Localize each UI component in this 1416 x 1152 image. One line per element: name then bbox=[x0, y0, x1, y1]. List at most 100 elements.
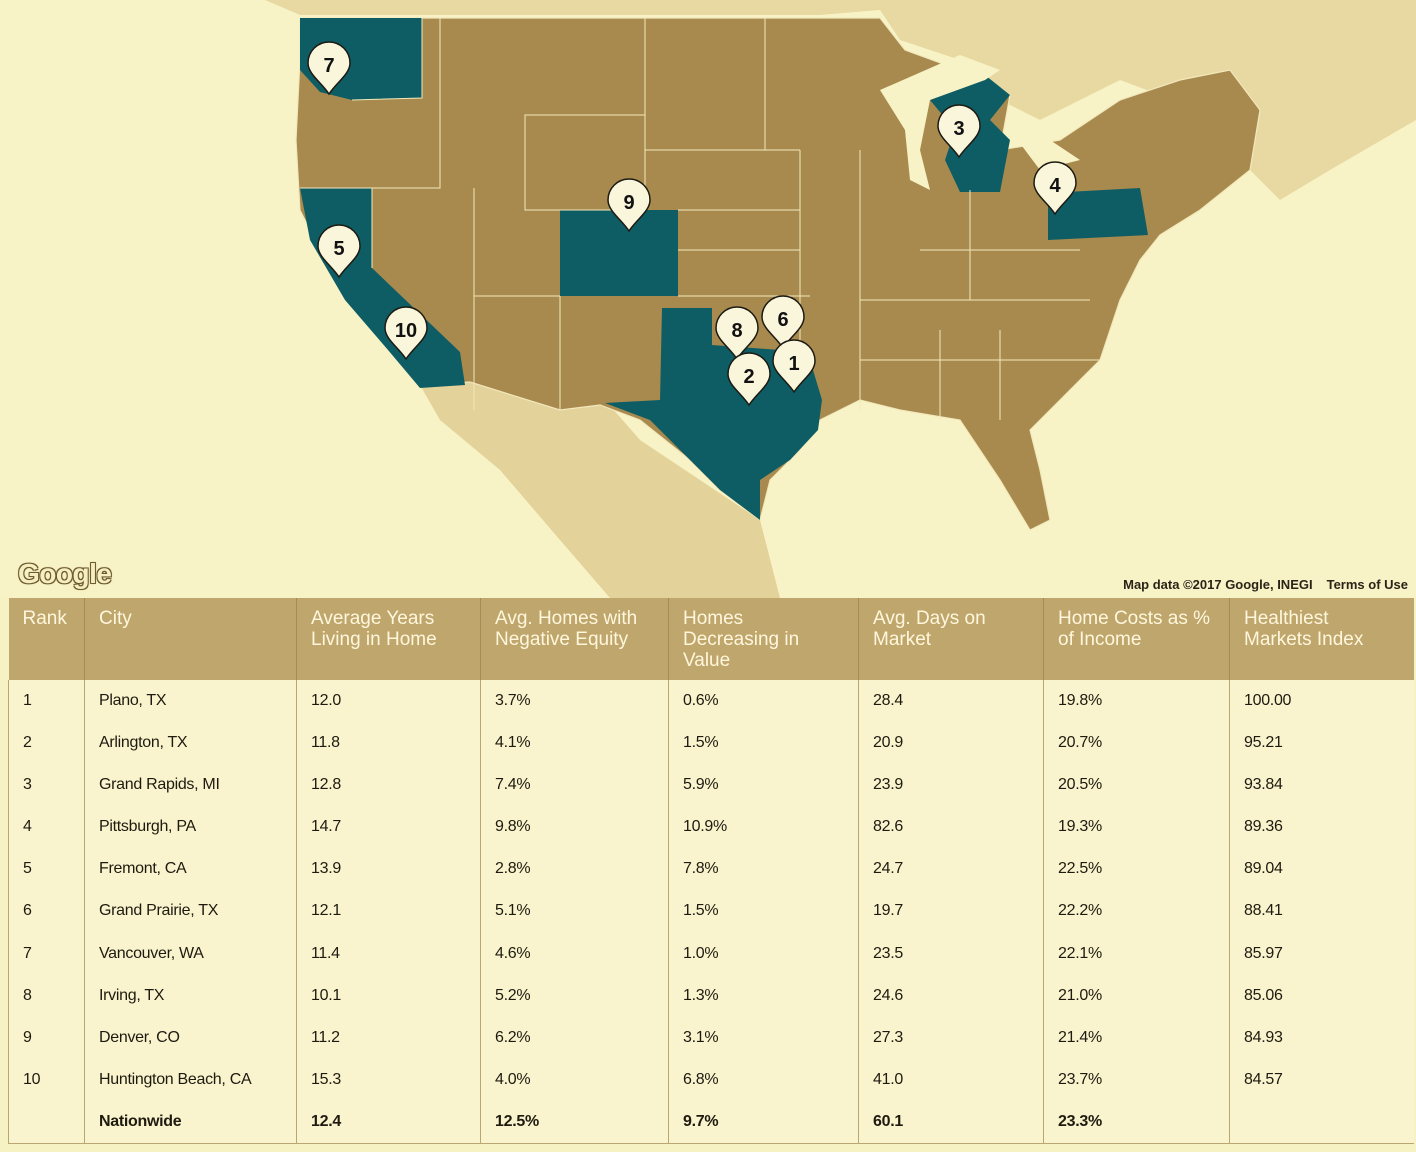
table-cell: 20.9 bbox=[858, 722, 1044, 765]
state-pa bbox=[1048, 188, 1148, 240]
table-cell: Vancouver, WA bbox=[84, 932, 297, 975]
marker-label: 6 bbox=[777, 309, 788, 331]
table-cell: 21.0% bbox=[1043, 974, 1230, 1017]
table-cell: 22.1% bbox=[1043, 932, 1230, 975]
map-panel[interactable]: 7 3 4 9 5 10 6 8 1 2 Google Map data ©20… bbox=[0, 0, 1416, 598]
table-cell: 28.4 bbox=[858, 680, 1044, 723]
table-cell: 24.7 bbox=[858, 848, 1044, 891]
table-cell: 85.97 bbox=[1229, 932, 1414, 975]
table-cell: 7.8% bbox=[668, 848, 859, 891]
marker-2[interactable]: 2 bbox=[727, 352, 771, 407]
table-cell: Grand Prairie, TX bbox=[84, 890, 297, 933]
table-cell: 3.7% bbox=[480, 680, 669, 723]
table-cell: 2.8% bbox=[480, 848, 669, 891]
table-cell: 20.7% bbox=[1043, 722, 1230, 765]
table-cell: 22.5% bbox=[1043, 848, 1230, 891]
state-tx bbox=[605, 308, 822, 520]
table-row: 2 Arlington, TX 11.8 4.1% 1.5% 20.9 20.7% 95.21 bbox=[8, 722, 1414, 765]
table-cell: 23.3% bbox=[1043, 1100, 1230, 1144]
great-lakes bbox=[880, 55, 1080, 190]
table-cell: 19.7 bbox=[858, 890, 1044, 933]
table-cell: 41.0 bbox=[858, 1058, 1044, 1101]
table-cell: 84.93 bbox=[1229, 1016, 1414, 1059]
rankings-table: Rank City Average Years Living in Home Avg.… bbox=[8, 598, 1414, 1144]
column-header: City bbox=[84, 598, 297, 680]
table-cell: 15.3 bbox=[296, 1058, 481, 1101]
table-cell: 5.9% bbox=[668, 764, 859, 807]
marker-6[interactable]: 6 bbox=[761, 295, 805, 350]
us-map: 7 3 4 9 5 10 6 8 1 2 bbox=[265, 0, 1416, 598]
table-cell: 6.8% bbox=[668, 1058, 859, 1101]
table-row: 5 Fremont, CA 13.9 2.8% 7.8% 24.7 22.5% 89.04 bbox=[8, 848, 1414, 891]
table-cell: 84.57 bbox=[1229, 1058, 1414, 1101]
table-cell: 4 bbox=[8, 806, 85, 849]
canada-land bbox=[265, 0, 1416, 200]
column-header: Average Years Living in Home bbox=[296, 598, 481, 680]
table-cell: 19.8% bbox=[1043, 680, 1230, 723]
table-cell: Huntington Beach, CA bbox=[84, 1058, 297, 1101]
table-cell: Plano, TX bbox=[84, 680, 297, 723]
table-cell: 2 bbox=[8, 722, 85, 765]
marker-label: 1 bbox=[788, 353, 799, 375]
table-row: 6 Grand Prairie, TX 12.1 5.1% 1.5% 19.7 22.2% 8… bbox=[8, 890, 1414, 933]
table-cell: 11.4 bbox=[296, 932, 481, 975]
table-cell: Irving, TX bbox=[84, 974, 297, 1017]
marker-4[interactable]: 4 bbox=[1033, 161, 1077, 216]
table-cell: 6.2% bbox=[480, 1016, 669, 1059]
marker-8[interactable]: 8 bbox=[715, 306, 759, 361]
table-row: 8 Irving, TX 10.1 5.2% 1.3% 24.6 21.0% 85.06 bbox=[8, 974, 1414, 1017]
table-cell: 60.1 bbox=[858, 1100, 1044, 1144]
table-cell: 1 bbox=[8, 680, 85, 723]
table-cell: 8 bbox=[8, 974, 85, 1017]
table-cell: Denver, CO bbox=[84, 1016, 297, 1059]
marker-label: 3 bbox=[953, 118, 964, 140]
table-cell bbox=[8, 1100, 85, 1144]
column-header: Homes Decreasing in Value bbox=[668, 598, 859, 680]
table-cell bbox=[1229, 1100, 1414, 1144]
table-cell: 21.4% bbox=[1043, 1016, 1230, 1059]
marker-label: 5 bbox=[333, 238, 344, 260]
map-data-text: Map data ©2017 Google, INEGI bbox=[1123, 577, 1313, 592]
marker-1[interactable]: 1 bbox=[772, 339, 816, 394]
table-cell: 23.9 bbox=[858, 764, 1044, 807]
table-cell: 93.84 bbox=[1229, 764, 1414, 807]
table-cell: 89.36 bbox=[1229, 806, 1414, 849]
table-header-row: Rank City Average Years Living in Home Avg.… bbox=[8, 598, 1414, 680]
table-cell: 24.6 bbox=[858, 974, 1044, 1017]
marker-9[interactable]: 9 bbox=[607, 178, 651, 233]
marker-label: 10 bbox=[395, 320, 417, 342]
marker-label: 4 bbox=[1049, 175, 1061, 197]
table-cell: 10.9% bbox=[668, 806, 859, 849]
table-cell: 27.3 bbox=[858, 1016, 1044, 1059]
google-logo[interactable]: Google bbox=[18, 558, 112, 589]
table-row: 1 Plano, TX 12.0 3.7% 0.6% 28.4 19.8% 100.00 bbox=[8, 680, 1414, 723]
column-header: Avg. Homes with Negative Equity bbox=[480, 598, 669, 680]
mexico-land bbox=[420, 382, 780, 598]
table-cell: 95.21 bbox=[1229, 722, 1414, 765]
table-cell: 12.0 bbox=[296, 680, 481, 723]
table-cell: 82.6 bbox=[858, 806, 1044, 849]
marker-10[interactable]: 10 bbox=[384, 306, 428, 361]
state-borders bbox=[300, 18, 1100, 420]
marker-7[interactable]: 7 bbox=[307, 41, 351, 96]
column-header: Healthiest Markets Index bbox=[1229, 598, 1414, 680]
column-header: Home Costs as % of Income bbox=[1043, 598, 1230, 680]
table-cell: 12.5% bbox=[480, 1100, 669, 1144]
marker-label: 2 bbox=[743, 366, 754, 388]
marker-5[interactable]: 5 bbox=[317, 224, 361, 279]
table-cell: 20.5% bbox=[1043, 764, 1230, 807]
table-cell: 3 bbox=[8, 764, 85, 807]
table-cell: 12.8 bbox=[296, 764, 481, 807]
marker-3[interactable]: 3 bbox=[937, 104, 981, 159]
table-row: 10 Huntington Beach, CA 15.3 4.0% 6.8% 41.0 23… bbox=[8, 1058, 1414, 1101]
table-cell: 13.9 bbox=[296, 848, 481, 891]
table-cell: 1.5% bbox=[668, 722, 859, 765]
table-cell: 4.1% bbox=[480, 722, 669, 765]
table-cell: 12.4 bbox=[296, 1100, 481, 1144]
terms-of-use-link[interactable]: Terms of Use bbox=[1326, 577, 1408, 592]
table-cell: 85.06 bbox=[1229, 974, 1414, 1017]
state-co bbox=[560, 210, 678, 296]
table-cell: 0.6% bbox=[668, 680, 859, 723]
table-cell: 9 bbox=[8, 1016, 85, 1059]
marker-label: 8 bbox=[731, 320, 742, 342]
